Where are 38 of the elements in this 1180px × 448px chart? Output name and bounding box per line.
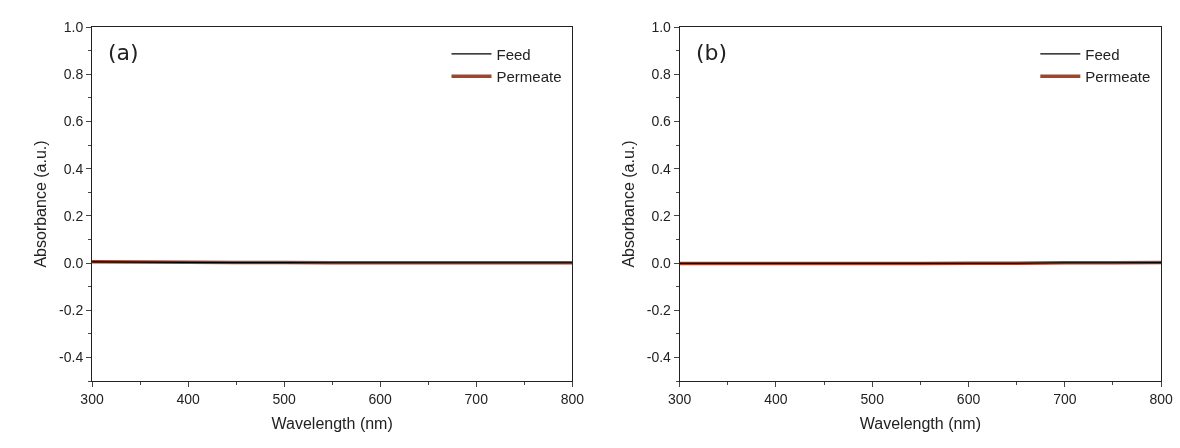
x-tick-label: 700 bbox=[464, 390, 489, 407]
y-tick-label: 1.0 bbox=[63, 18, 84, 35]
x-tick-label: 800 bbox=[1149, 390, 1174, 407]
annotation: (a) bbox=[108, 40, 139, 65]
legend-label: Feed bbox=[1085, 45, 1120, 63]
x-tick-label: 500 bbox=[860, 390, 885, 407]
y-tick-label: 1.0 bbox=[651, 18, 672, 35]
y-axis-title: Absorbance (a.u.) bbox=[32, 140, 50, 268]
y-tick-label: 0.6 bbox=[651, 113, 672, 130]
y-tick-label: 0.8 bbox=[63, 66, 84, 83]
legend-label: Feed bbox=[496, 45, 531, 63]
x-tick-label: 400 bbox=[764, 390, 788, 407]
x-tick-label: 500 bbox=[272, 390, 297, 407]
x-tick-label: 300 bbox=[668, 390, 692, 407]
y-tick-label: 0.4 bbox=[63, 160, 84, 177]
y-tick-label: -0.4 bbox=[646, 349, 672, 366]
y-axis-title: Absorbance (a.u.) bbox=[619, 140, 637, 268]
y-tick-label: 0.2 bbox=[651, 207, 672, 224]
y-tick-label: 0.6 bbox=[63, 113, 84, 130]
y-tick-label: -0.4 bbox=[59, 349, 84, 366]
x-tick-label: 600 bbox=[368, 390, 393, 407]
x-tick-label: 700 bbox=[1053, 390, 1077, 407]
y-tick-label: -0.2 bbox=[59, 302, 84, 319]
y-tick-label: -0.2 bbox=[646, 302, 672, 319]
annotation: (b) bbox=[696, 40, 728, 65]
y-tick-label: 0.0 bbox=[651, 254, 672, 271]
x-tick-label: 800 bbox=[560, 390, 585, 407]
y-tick-label: 0.8 bbox=[651, 66, 672, 83]
y-tick-label: 0.4 bbox=[651, 160, 672, 177]
legend-label: Permeate bbox=[496, 68, 562, 86]
x-tick-label: 400 bbox=[176, 390, 200, 407]
x-axis-title: Wavelength (nm) bbox=[859, 415, 982, 433]
x-tick-label: 300 bbox=[80, 390, 104, 407]
y-tick-label: 0.0 bbox=[63, 254, 84, 271]
x-axis-title: Wavelength (nm) bbox=[271, 415, 393, 433]
legend-label: Permeate bbox=[1085, 68, 1151, 86]
x-tick-label: 600 bbox=[956, 390, 981, 407]
y-tick-label: 0.2 bbox=[63, 207, 84, 224]
